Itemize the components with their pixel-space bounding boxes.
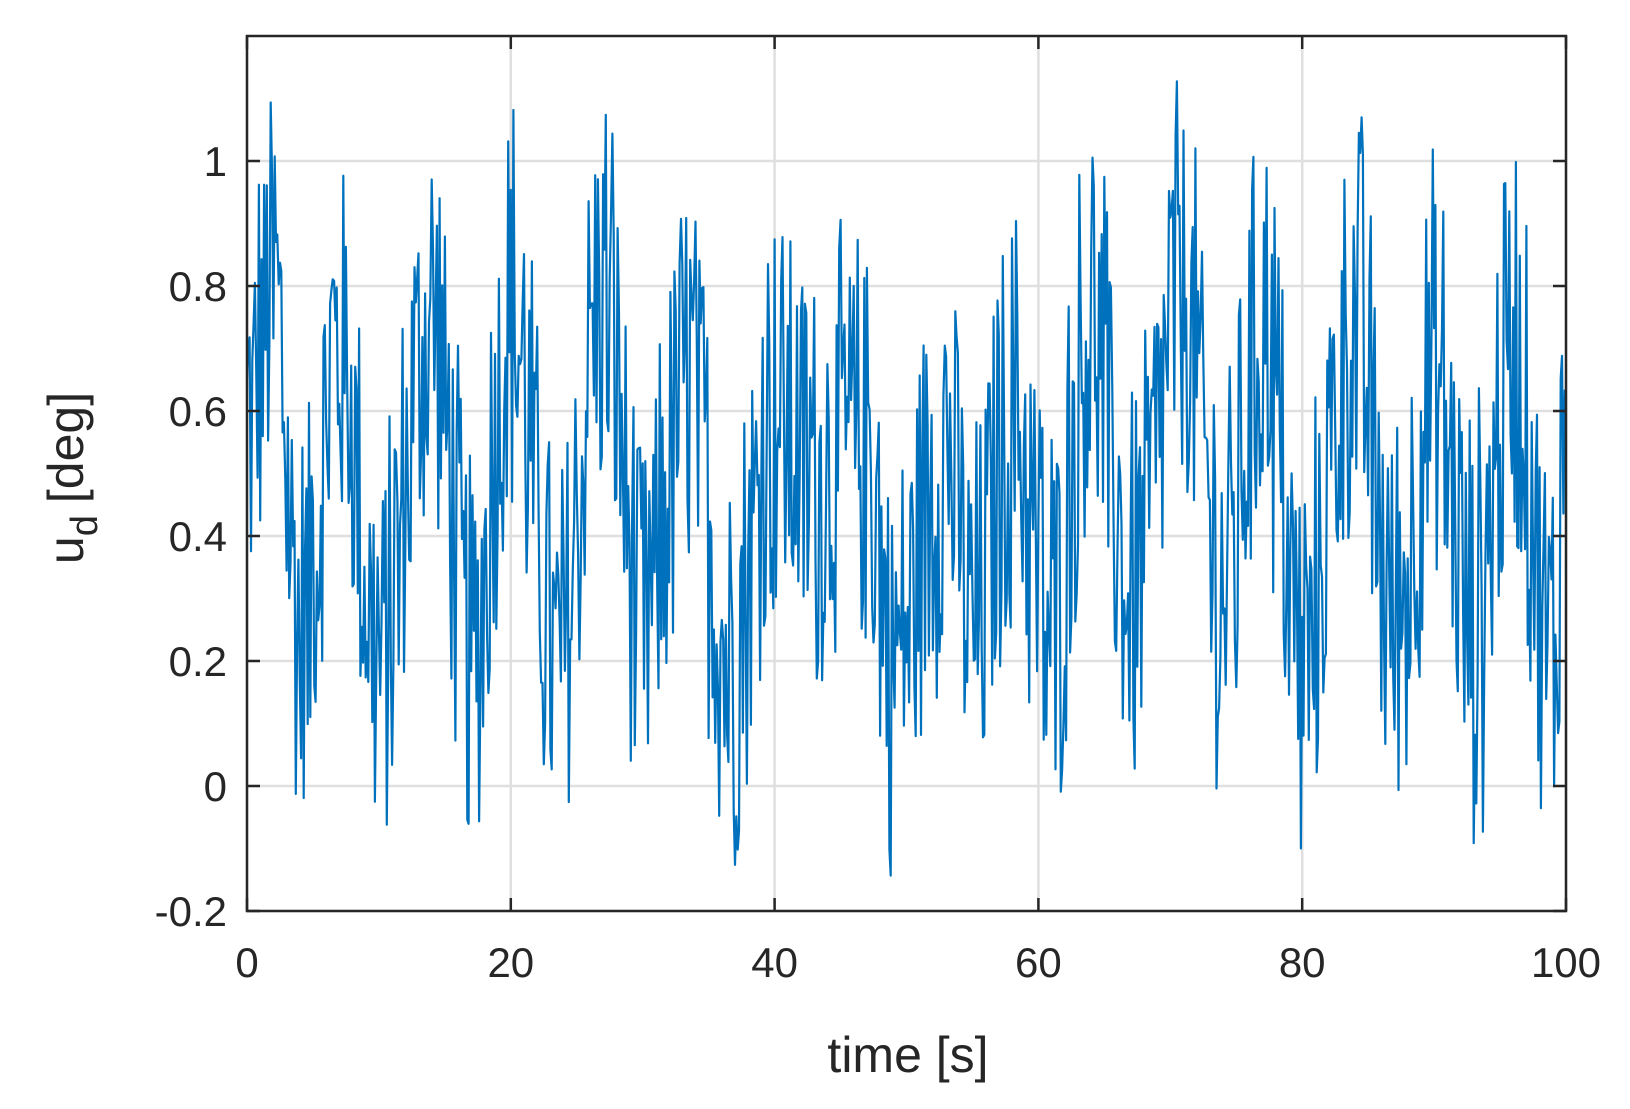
x-tick-labels: 0 20 40 60 80 100 (235, 939, 1601, 986)
y-tick-labels: -0.2 0 0.2 0.4 0.6 0.8 1 (155, 138, 227, 935)
plot-box (245, 34, 1568, 913)
x-tick-label: 60 (1015, 939, 1062, 986)
y-tick-label: 0.2 (169, 638, 227, 685)
x-tick-label: 0 (235, 939, 258, 986)
y-tick-label: 1 (204, 138, 227, 185)
x-tick-label: 80 (1279, 939, 1326, 986)
y-tick-label: 0 (204, 763, 227, 810)
x-tick-label: 100 (1531, 939, 1601, 986)
series-layer (245, 80, 1568, 877)
y-tick-label: -0.2 (155, 888, 227, 935)
axes (245, 34, 1568, 913)
x-tick-label: 20 (487, 939, 534, 986)
x-axis-label: time [s] (827, 1027, 988, 1083)
y-tick-label: 0.4 (169, 513, 227, 560)
y-axis-label-subscript: d (64, 515, 106, 536)
y-axis-label: ud [deg] (38, 392, 106, 564)
y-tick-label: 0.8 (169, 263, 227, 310)
x-tick-label: 40 (751, 939, 798, 986)
y-axis-label-unit: [deg] (38, 392, 94, 503)
series-line (245, 80, 1568, 877)
y-axis-label-base: u (38, 536, 94, 564)
y-tick-label: 0.6 (169, 388, 227, 435)
